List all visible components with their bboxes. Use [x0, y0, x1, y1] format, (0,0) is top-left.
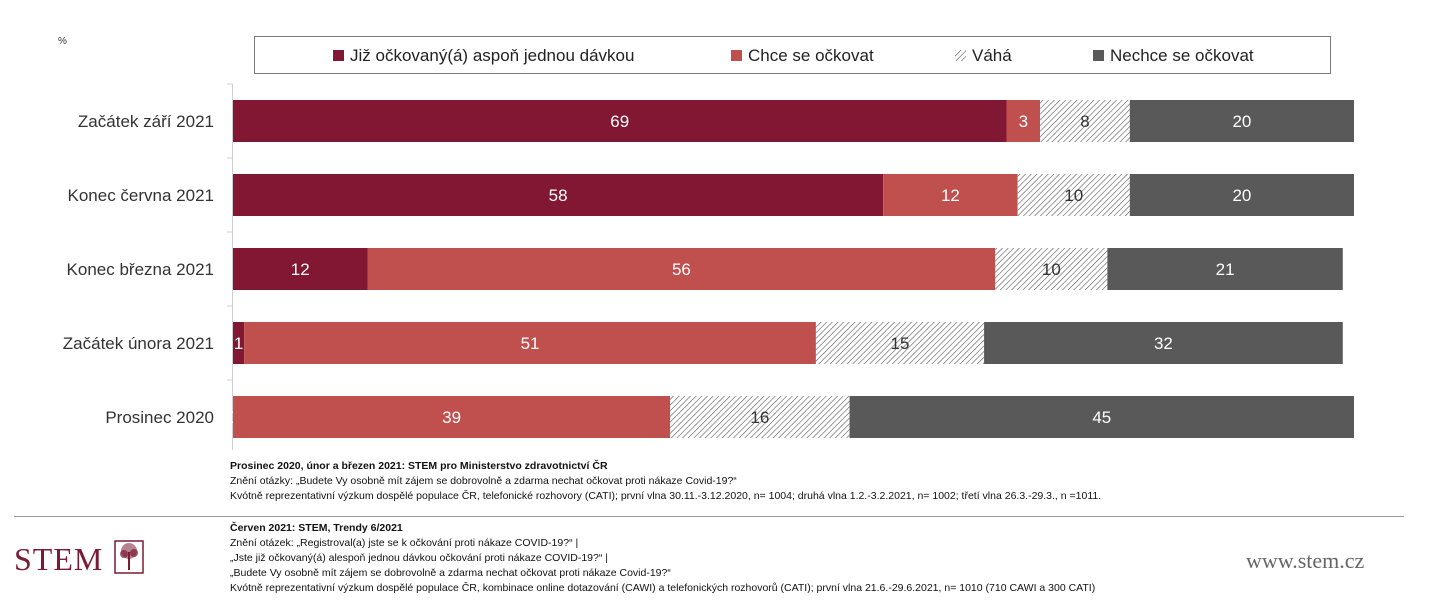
notes-2-line-1: Znění otázek: „Registroval(a) jste se k … [230, 537, 579, 549]
notes-1-line-1: Znění otázky: „Budete Vy osobně mít záje… [230, 475, 737, 487]
data-label-wants: 39 [442, 408, 461, 427]
legend-item-refuses: Nechce se očkovat [1093, 46, 1254, 66]
notes-2-title: Červen 2021: STEM, Trendy 6/2021 [230, 522, 403, 534]
bar-segment-refuses [1129, 100, 1354, 142]
data-label-wants: 51 [521, 334, 540, 353]
notes-2-line-4: Kvótně reprezentativní výzkum dospělé po… [230, 582, 1096, 594]
legend-item-hesitant: Váhá [955, 46, 1012, 66]
bar-segment-wants [1006, 100, 1041, 142]
bar-segment-refuses [849, 396, 1354, 438]
bar-segment-wants [883, 174, 1018, 216]
bar-segment-hesitant [1017, 174, 1130, 216]
data-label-hesitant: 8 [1080, 112, 1089, 131]
notes-1-line-2: Kvótně reprezentativní výzkum dospělé po… [230, 490, 1102, 502]
bar-segment-vaccinated [233, 100, 1007, 142]
data-label-refuses: 32 [1154, 334, 1173, 353]
data-label-vaccinated: 58 [549, 186, 568, 205]
bar-segment-vaccinated [233, 174, 884, 216]
notes-block-1: Prosinec 2020, únor a březen 2021: STEM … [230, 459, 1101, 504]
bar-segment-hesitant [1040, 100, 1130, 142]
category-label: Konec června 2021 [68, 186, 215, 205]
bar-segment-refuses [1129, 174, 1354, 216]
stem-logo-text: STEM [14, 541, 104, 577]
bar-segment-hesitant [995, 248, 1108, 290]
legend-label-hesitant: Váhá [972, 46, 1012, 65]
bar-segment-vaccinated [233, 322, 245, 364]
bar-segment-wants [367, 248, 996, 290]
data-label-refuses: 45 [1092, 408, 1111, 427]
tree-logo-icon [114, 540, 145, 574]
data-label-refuses: 20 [1232, 186, 1251, 205]
data-label-refuses: 21 [1216, 260, 1235, 279]
chart-legend: Již očkovaný(á) aspoň jednou dávkou Chce… [254, 36, 1331, 74]
website-url: www.stem.cz [1246, 548, 1365, 573]
bar-segment-wants [244, 322, 816, 364]
legend-item-wants: Chce se očkovat [731, 46, 874, 66]
stacked-bar-chart: Začátek září 2021 69 3 8 20 Konec června 2021… [63, 83, 1354, 450]
bar-segment-vaccinated [233, 248, 368, 290]
legend-swatch-hesitant [955, 50, 966, 61]
bar-segment-hesitant [815, 322, 985, 364]
legend-swatch-wants [731, 50, 742, 61]
data-label-vaccinated: 69 [610, 112, 629, 131]
notes-2-line-3: „Budete Vy osobně mít zájem se dobrovoln… [230, 567, 671, 579]
data-label-refuses: 20 [1232, 112, 1251, 131]
legend-swatch-vaccinated [333, 50, 344, 61]
footer-divider [14, 516, 1404, 517]
data-label-wants: 56 [672, 260, 691, 279]
data-label-wants: 3 [1019, 112, 1028, 131]
stem-logo: STEM [14, 540, 145, 578]
category-label: Prosinec 2020 [105, 408, 214, 427]
data-label-hesitant: 10 [1042, 260, 1061, 279]
data-label-hesitant: 16 [750, 408, 769, 427]
bar-segment-wants [233, 396, 671, 438]
legend-swatch-refuses [1093, 50, 1104, 61]
bar-segment-refuses [1107, 248, 1343, 290]
data-label-vaccinated: 1 [234, 334, 243, 353]
notes-2-line-2: „Jste již očkovaný(á) alespoň jednou dáv… [230, 552, 609, 564]
legend-label-refuses: Nechce se očkovat [1110, 46, 1254, 65]
bar-segment-hesitant [670, 396, 850, 438]
notes-1-title: Prosinec 2020, únor a březen 2021: STEM … [230, 460, 608, 472]
data-label-hesitant: 10 [1064, 186, 1083, 205]
legend-item-vaccinated: Již očkovaný(á) aspoň jednou dávkou [333, 46, 634, 66]
category-label: Konec března 2021 [67, 260, 214, 279]
bar-segment-refuses [984, 322, 1343, 364]
data-label-vaccinated: 12 [291, 260, 310, 279]
data-label-hesitant: 15 [891, 334, 910, 353]
notes-block-2: Červen 2021: STEM, Trendy 6/2021 Znění o… [230, 521, 1095, 596]
percent-unit-label: % [58, 36, 67, 47]
legend-label-wants: Chce se očkovat [748, 46, 874, 65]
data-label-wants: 12 [941, 186, 960, 205]
legend-label-vaccinated: Již očkovaný(á) aspoň jednou dávkou [350, 46, 635, 65]
category-label: Začátek února 2021 [63, 334, 214, 353]
category-label: Začátek září 2021 [78, 112, 214, 131]
